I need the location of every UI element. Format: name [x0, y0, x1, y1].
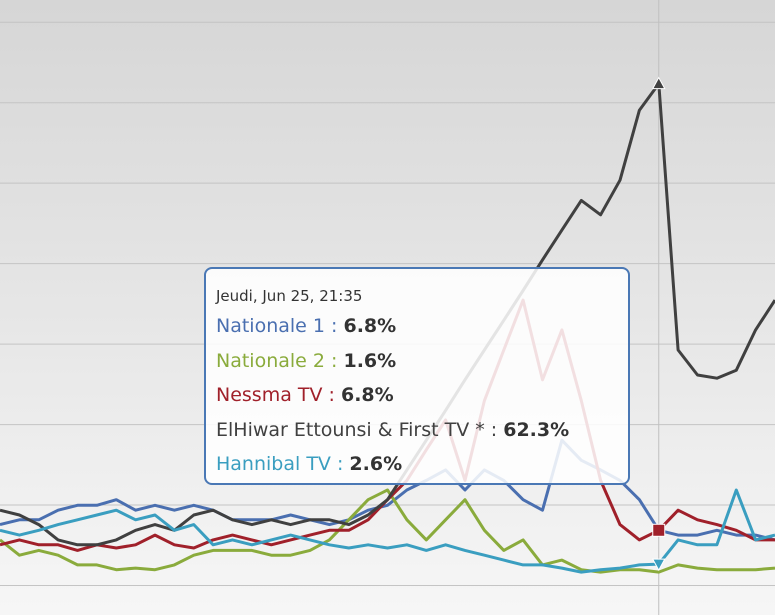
tooltip-title: Jeudi, Jun 25, 21:35: [216, 287, 363, 305]
tooltip-value: 6.8%: [343, 315, 397, 337]
tooltip-series-name: ElHiwar Ettounsi & First TV *: [216, 418, 485, 441]
hover-marker: [651, 558, 666, 572]
series-line: [0, 438, 775, 542]
tooltip-row: Hannibal TV : 2.6%: [216, 447, 628, 482]
tooltip-value: 62.3%: [503, 418, 570, 441]
tooltip-separator: :: [325, 315, 344, 337]
tooltip-row: ElHiwar Ettounsi & First TV * : 62.3%: [216, 413, 628, 448]
tooltip-series-name: Nationale 1: [216, 315, 325, 337]
tooltip-separator: :: [322, 384, 341, 406]
hover-marker: [651, 76, 666, 90]
tooltip-separator: :: [330, 453, 350, 475]
tooltip-row: Nationale 2 : 1.6%: [216, 344, 628, 379]
tooltip: Jeudi, Jun 25, 21:35 Nationale 1 : 6.8% N…: [204, 267, 630, 485]
series-line: [0, 488, 775, 574]
series-line: [0, 82, 775, 547]
tooltip-series-name: Nationale 2: [216, 349, 325, 372]
tooltip-separator: :: [484, 418, 504, 441]
tooltip-separator: :: [325, 349, 344, 372]
tooltip-row: Nationale 1 : 6.8%: [216, 309, 628, 344]
hover-marker: [652, 523, 666, 537]
tooltip-value: 1.6%: [343, 349, 397, 372]
tooltip-value: 6.8%: [340, 384, 394, 406]
tooltip-series-name: Nessma TV: [216, 384, 323, 406]
tooltip-value: 2.6%: [349, 453, 403, 475]
tooltip-row: Nessma TV : 6.8%: [216, 378, 628, 413]
tooltip-series-name: Hannibal TV: [216, 453, 331, 475]
series-line: [0, 488, 775, 574]
